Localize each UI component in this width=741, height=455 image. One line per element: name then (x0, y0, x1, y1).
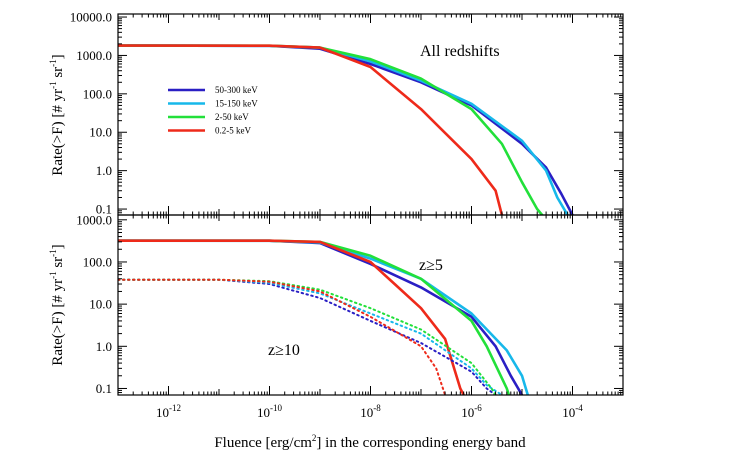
y-tick-label-bottom: 0.1 (96, 381, 112, 396)
y-tick-label-bottom: 100.0 (83, 254, 112, 269)
legend-label-50-300-kev: 50-300 keV (215, 85, 258, 95)
series-group-bottom (118, 239, 530, 395)
panel-bottom: 1000.0 100.0 10.0 1.0 0.1 (76, 212, 624, 396)
series-line-2-50-kev-z-10 (118, 278, 497, 395)
annotation-z10: z≥10 (268, 342, 300, 359)
series-line-2-50-kev-z-5 (118, 239, 511, 395)
y-tick-label-top: 10000.0 (70, 10, 112, 25)
series-line-50-300-kev-z-10 (118, 278, 497, 395)
x-axis-title: Fluence [erg/cm2] in the corresponding e… (214, 433, 526, 451)
series-line-0-2-5-kev-z-5 (118, 239, 465, 395)
series-line-50-300-kev-z-5 (118, 239, 524, 395)
y-axis-title-top: Rate(>F) [# yr-1 sr-1] (48, 54, 66, 175)
x-tick-label: 10-4 (562, 403, 583, 420)
y-tick-label-top: 10.0 (89, 125, 112, 140)
legend-label-2-50-kev: 2-50 keV (215, 112, 249, 122)
annotation-z5: z≥5 (419, 257, 443, 274)
x-tick-label: 10-12 (156, 403, 181, 420)
y-axis-title-bottom: Rate(>F) [# yr-1 sr-1] (48, 244, 66, 365)
y-tick-label-top: 1000.0 (76, 48, 112, 63)
y-tick-label-bottom: 1000.0 (76, 212, 112, 227)
legend-label-0-2-5-kev: 0.2-5 keV (215, 126, 251, 136)
series-line-0-2-5-kev (118, 44, 504, 215)
legend-label-15-150-kev: 15-150 keV (215, 99, 258, 109)
x-tick-label: 10-6 (461, 403, 482, 420)
y-tick-label-top: 100.0 (83, 86, 112, 101)
y-tick-label-bottom: 10.0 (89, 297, 112, 312)
y-tick-label-top: 0.1 (96, 202, 112, 217)
x-tick-label: 10-8 (360, 403, 381, 420)
y-tick-label-bottom: 1.0 (96, 339, 112, 354)
x-tick-label: 10-10 (257, 403, 282, 420)
panel-top: 10000.0 1000.0 100.0 10.0 1.0 0.1 (70, 10, 624, 217)
legend: 50-300 keV 15-150 keV 2-50 keV 0.2-5 keV (168, 85, 258, 136)
series-group-top (118, 44, 574, 215)
x-tick-labels: 10-12 10-10 10-8 10-6 10-4 (156, 403, 583, 420)
series-line-0-2-5-kev-z-10 (118, 278, 447, 395)
annotation-all-redshifts: All redshifts (420, 43, 500, 60)
plot-frame-top (117, 13, 624, 216)
y-tick-label-top: 1.0 (96, 163, 112, 178)
